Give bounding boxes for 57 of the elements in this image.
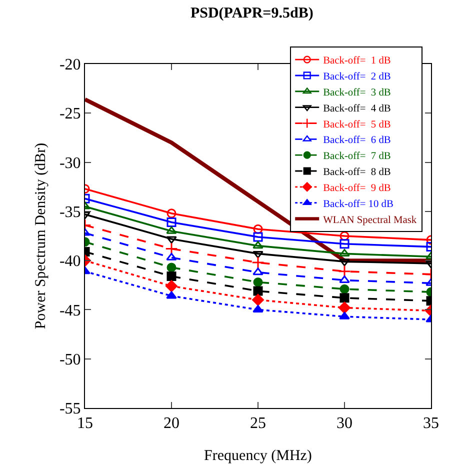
x-tick-label: 20: [164, 415, 180, 432]
point: [253, 277, 263, 287]
y-tick-label: -20: [59, 56, 81, 74]
point: [339, 312, 350, 320]
point: [339, 258, 350, 266]
y-tick-label: -50: [59, 351, 81, 368]
legend-label: Back-off= 8 dB: [323, 167, 391, 178]
point: [166, 236, 177, 244]
legend-label: Back-off= 3 dB: [323, 87, 391, 98]
chart-title: PSD(PAPR=9.5dB): [190, 5, 314, 22]
point: [253, 232, 263, 242]
point: [338, 302, 350, 314]
legend-label: Back-off= 9 dB: [323, 182, 391, 194]
point: [166, 252, 177, 260]
point: [339, 248, 350, 256]
point: [166, 272, 176, 282]
legend-label: WLAN Spectral Mask: [323, 214, 418, 226]
point: [252, 294, 264, 306]
legend-label: Back-off= 10 dB: [323, 198, 394, 210]
y-tick-label: -35: [59, 204, 81, 222]
y-tick-label: -40: [59, 253, 81, 270]
legend-label: Back-off= 1 dB: [323, 56, 391, 67]
x-tick-label: 25: [250, 415, 266, 432]
point: [252, 268, 264, 276]
point: [252, 241, 264, 249]
legend-label: Back-off= 6 dB: [323, 135, 391, 146]
point: [252, 250, 264, 258]
x-tick-label: 35: [423, 415, 439, 432]
point: [339, 275, 350, 283]
y-tick-label: -55: [59, 400, 81, 418]
legend-label: Back-off= 7 dB: [323, 151, 391, 162]
point: [166, 217, 176, 227]
point: [340, 231, 350, 241]
point: [166, 208, 176, 218]
y-axis-title: Power Spectrum Density (dBr): [33, 142, 49, 330]
point: [166, 291, 177, 299]
point: [165, 242, 178, 256]
point: [340, 284, 350, 294]
x-tick-label: 30: [336, 415, 352, 432]
y-tick-label: -45: [59, 302, 81, 320]
point: [253, 224, 263, 234]
point: [166, 226, 177, 234]
x-tick-label: 15: [77, 415, 93, 432]
point: [252, 304, 264, 312]
y-tick-label: -30: [59, 154, 81, 172]
point: [166, 280, 178, 292]
y-tick-label: -25: [59, 106, 81, 123]
x-axis-title: Frequency (MHz): [204, 448, 312, 464]
point: [338, 265, 351, 278]
legend-label: Back-off= 5 dB: [323, 119, 391, 130]
legend-label: Back-off= 4 dB: [323, 103, 391, 114]
legend-label: Back-off= 2 dB: [323, 72, 391, 83]
point: [340, 293, 350, 303]
point: [253, 286, 263, 296]
point: [340, 239, 350, 249]
point: [166, 262, 176, 272]
point: [252, 256, 264, 269]
